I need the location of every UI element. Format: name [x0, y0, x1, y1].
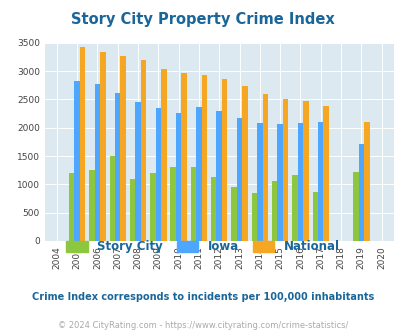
Bar: [94, 83, 100, 241]
Bar: [222, 79, 227, 241]
Bar: [358, 144, 363, 241]
Bar: [155, 108, 161, 241]
Bar: [211, 177, 216, 241]
Bar: [201, 75, 207, 241]
Bar: [175, 113, 181, 241]
Bar: [170, 167, 175, 241]
Bar: [352, 172, 358, 241]
Bar: [323, 106, 328, 241]
Bar: [236, 117, 242, 241]
Bar: [141, 60, 146, 241]
Bar: [89, 170, 94, 241]
Text: Story City Property Crime Index: Story City Property Crime Index: [71, 12, 334, 26]
Bar: [271, 181, 277, 241]
Bar: [74, 81, 80, 241]
Bar: [277, 124, 282, 241]
Bar: [100, 52, 105, 241]
Bar: [161, 69, 166, 241]
Bar: [150, 173, 155, 241]
Bar: [242, 86, 247, 241]
Bar: [317, 121, 323, 241]
Bar: [363, 122, 369, 241]
Bar: [262, 94, 267, 241]
Bar: [297, 123, 303, 241]
Bar: [130, 179, 135, 241]
Bar: [292, 175, 297, 241]
Bar: [303, 101, 308, 241]
Bar: [80, 48, 85, 241]
Bar: [251, 193, 256, 241]
Bar: [256, 123, 262, 241]
Bar: [120, 56, 126, 241]
Text: © 2024 CityRating.com - https://www.cityrating.com/crime-statistics/: © 2024 CityRating.com - https://www.city…: [58, 321, 347, 330]
Bar: [115, 93, 120, 241]
Bar: [109, 156, 115, 241]
Text: Crime Index corresponds to incidents per 100,000 inhabitants: Crime Index corresponds to incidents per…: [32, 292, 373, 302]
Bar: [181, 74, 186, 241]
Bar: [69, 173, 74, 241]
Bar: [190, 167, 196, 241]
Legend: Story City, Iowa, National: Story City, Iowa, National: [62, 236, 343, 258]
Bar: [282, 99, 288, 241]
Bar: [216, 111, 222, 241]
Bar: [196, 107, 201, 241]
Bar: [231, 187, 236, 241]
Bar: [135, 102, 141, 241]
Bar: [312, 192, 317, 241]
